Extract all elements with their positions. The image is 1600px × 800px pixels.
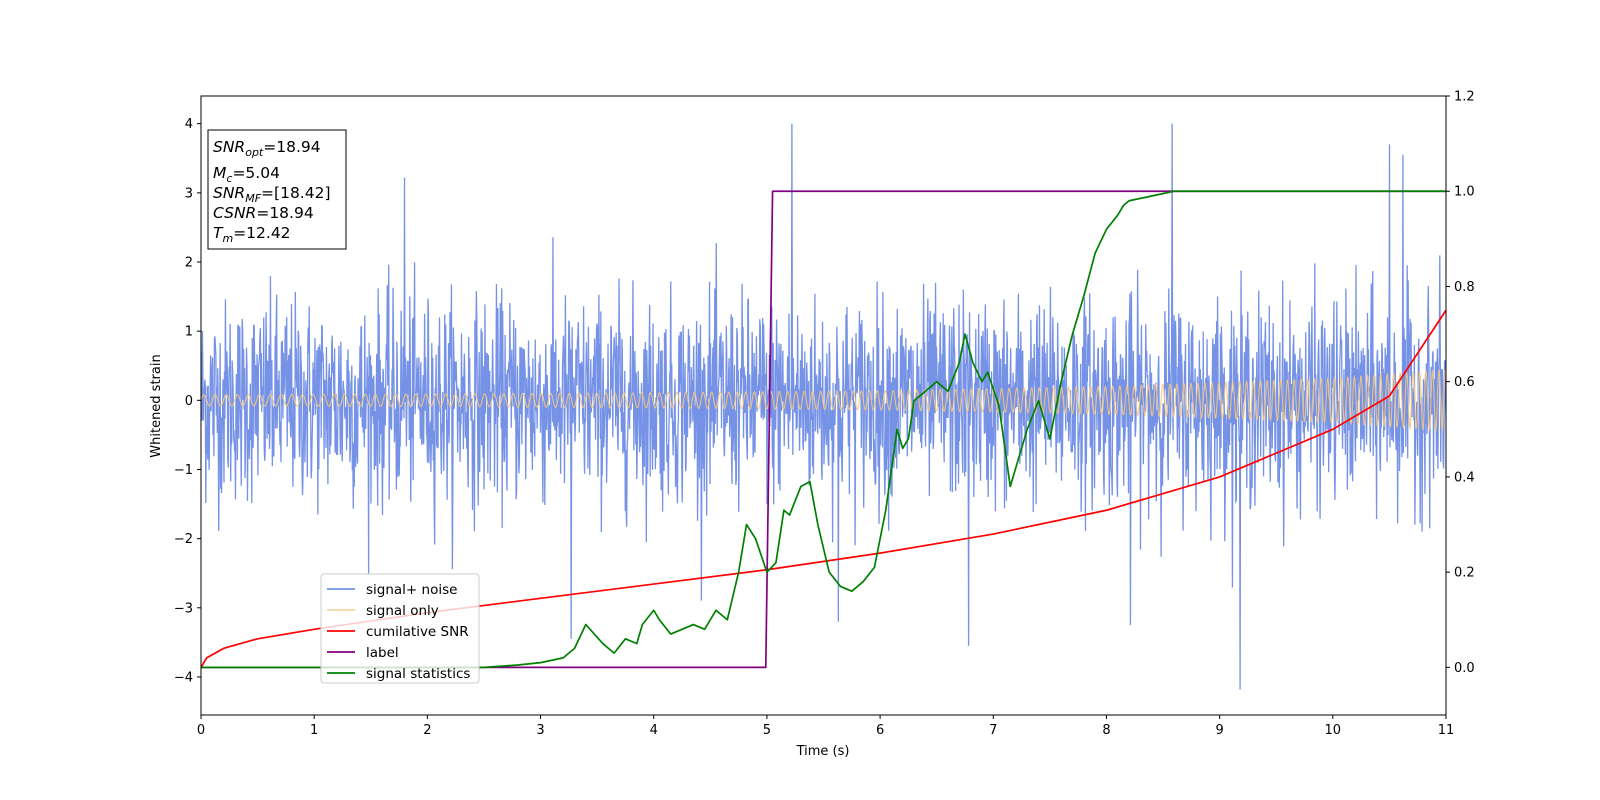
- y2-tick-label: 0.4: [1454, 470, 1475, 485]
- x-tick-label: 7: [989, 723, 997, 738]
- y-tick-label: −1: [174, 463, 193, 478]
- plot-frame: [200, 95, 1447, 716]
- y-tick-label: 4: [185, 117, 193, 132]
- x-axis: 0 1 2 3 4 5 6 7 8 9 10 11: [197, 715, 1454, 738]
- x-tick-label: 11: [1438, 723, 1455, 738]
- info-snr-mf: SNRMF=[18.42]: [213, 184, 331, 205]
- x-tick-label: 3: [536, 723, 544, 738]
- y-tick-label: 1: [185, 325, 193, 340]
- y2-tick-label: 0.8: [1454, 280, 1475, 295]
- x-axis-label: Time (s): [796, 744, 850, 759]
- x-tick-label: 1: [310, 723, 318, 738]
- info-box: SNRopt=18.94 Mc=5.04 SNRMF=[18.42] CSNR=…: [207, 129, 347, 250]
- y2-tick-label: 1.2: [1454, 90, 1475, 105]
- y-tick-label: −3: [174, 601, 193, 616]
- info-csnr: CSNR=18.94: [213, 204, 314, 222]
- x-tick-label: 2: [423, 723, 431, 738]
- series-signal-statistics: [201, 190, 1446, 669]
- info-snr-opt: SNRopt=18.94: [213, 138, 321, 159]
- legend-cumulative-snr-label: cumilative SNR: [366, 624, 469, 640]
- x-tick-label: 5: [763, 723, 771, 738]
- series-cumulative-snr: [201, 309, 1446, 668]
- series-layer: [201, 123, 1446, 690]
- y-tick-label: −2: [174, 532, 193, 547]
- legend-signal-statistics-label: signal statistics: [366, 666, 470, 682]
- x-tick-label: 10: [1325, 723, 1342, 738]
- x-tick-label: 4: [650, 723, 658, 738]
- legend-signal-only-label: signal only: [366, 603, 439, 619]
- y-axis-label: Whitened strain: [149, 354, 164, 457]
- y-tick-label: 2: [185, 255, 193, 270]
- y-tick-label: −4: [174, 670, 193, 685]
- y-tick-label: 3: [185, 186, 193, 201]
- x-tick-label: 8: [1102, 723, 1110, 738]
- x-tick-label: 0: [197, 723, 205, 738]
- y-axis-left: −4 −3 −2 −1 0 1 2 3 4: [174, 117, 201, 685]
- y2-tick-label: 0.6: [1454, 375, 1475, 390]
- y2-tick-label: 1.0: [1454, 185, 1475, 200]
- y2-tick-label: 0.2: [1454, 566, 1475, 581]
- x-tick-label: 9: [1215, 723, 1223, 738]
- legend: signal+ noise signal only cumilative SNR la…: [320, 573, 480, 684]
- x-tick-label: 6: [876, 723, 884, 738]
- y2-tick-label: 0.0: [1454, 661, 1475, 676]
- series-signal-only: [201, 368, 1446, 432]
- series-signal-noise: [201, 123, 1446, 690]
- legend-label-label: label: [366, 645, 399, 661]
- y-axis-right: 0.0 0.2 0.4 0.6 0.8 1.0 1.2: [1446, 90, 1475, 676]
- legend-signal-noise-label: signal+ noise: [366, 582, 457, 598]
- info-mc: Mc=5.04: [213, 164, 280, 185]
- info-tm: Tm=12.42: [213, 224, 291, 245]
- y-tick-label: 0: [185, 394, 193, 409]
